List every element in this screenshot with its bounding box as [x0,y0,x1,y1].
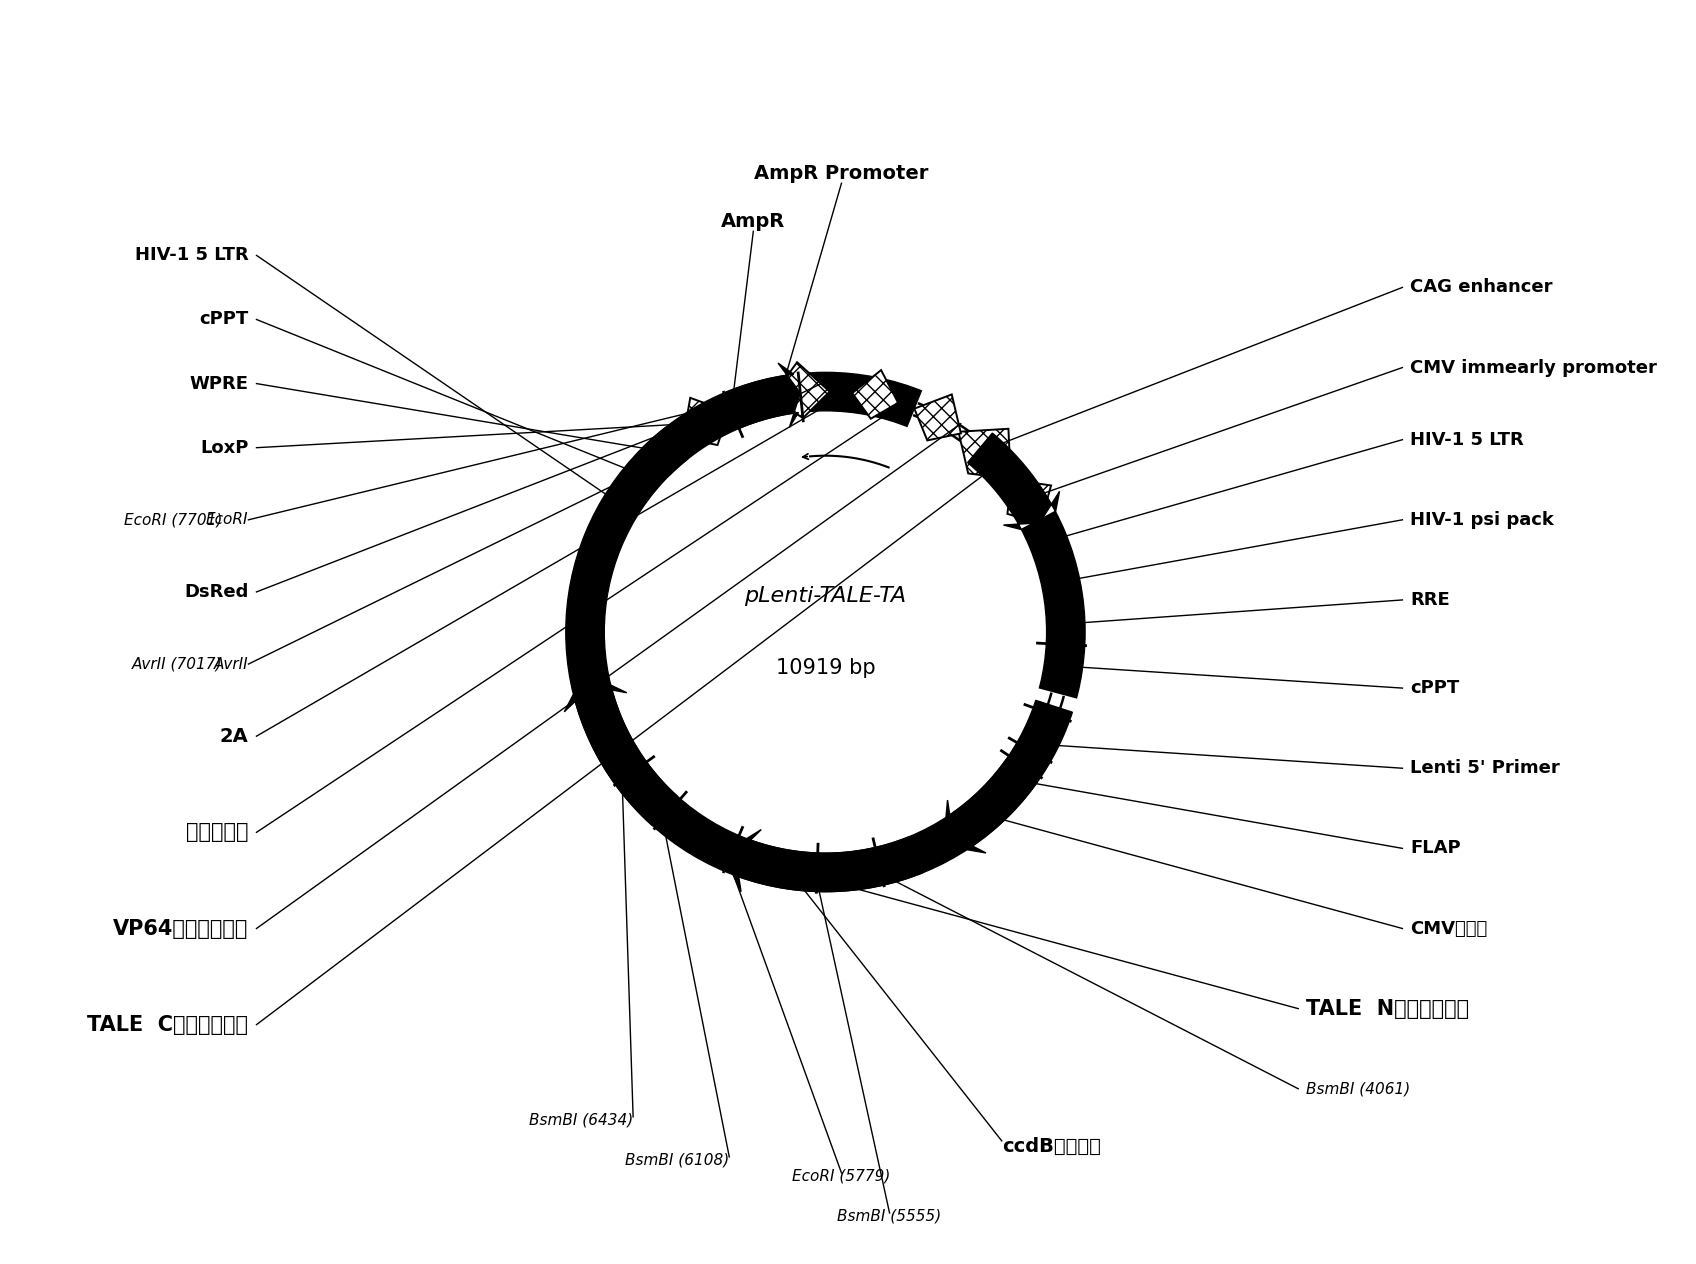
Text: ccdB自杀基因: ccdB自杀基因 [1002,1136,1101,1155]
Text: TALE  N端非重复序列: TALE N端非重复序列 [1306,999,1469,1019]
Text: 入核信号肽: 入核信号肽 [187,823,249,842]
Polygon shape [958,428,1011,479]
Text: AmpR Promoter: AmpR Promoter [755,164,929,183]
Text: HIV-1 psi pack: HIV-1 psi pack [1411,511,1554,528]
Text: LoxP: LoxP [200,439,249,456]
Polygon shape [968,434,1060,530]
Text: EcoRI: EcoRI [205,512,249,527]
Text: 2A: 2A [220,727,249,746]
Text: cPPT: cPPT [198,311,249,329]
Text: BsmBI (5555): BsmBI (5555) [838,1208,941,1224]
Text: BsmBI (6108): BsmBI (6108) [626,1153,729,1168]
Text: VP64转录激活蛋白: VP64转录激活蛋白 [114,919,249,938]
Text: EcoRI (5779): EcoRI (5779) [792,1169,890,1184]
Circle shape [546,353,1104,911]
Text: AvrII: AvrII [214,656,249,671]
Text: HIV-1 5 LTR: HIV-1 5 LTR [134,246,249,264]
Polygon shape [733,829,923,891]
Text: 10919 bp: 10919 bp [775,659,875,678]
Text: DsRed: DsRed [185,583,249,600]
Text: AvrII (7017): AvrII (7017) [132,656,222,671]
Text: pLenti-TALE-TA: pLenti-TALE-TA [745,586,906,605]
Polygon shape [946,700,1072,853]
Polygon shape [565,685,677,825]
Polygon shape [641,363,801,475]
Text: Lenti 5' Primer: Lenti 5' Primer [1411,760,1560,777]
Text: FLAP: FLAP [1411,839,1460,857]
Text: CAG enhancer: CAG enhancer [1411,278,1554,297]
Text: cPPT: cPPT [1411,679,1460,696]
Polygon shape [772,363,829,418]
Text: CMV immearly promoter: CMV immearly promoter [1411,359,1657,377]
Polygon shape [914,394,962,440]
Wedge shape [907,388,1058,530]
Text: BsmBI (4061): BsmBI (4061) [1306,1081,1411,1096]
Text: TALE  C端非重复序列: TALE C端非重复序列 [88,1015,249,1035]
Polygon shape [851,370,899,418]
Polygon shape [683,398,729,445]
Polygon shape [1007,480,1052,525]
Text: AmpR: AmpR [721,212,785,231]
Text: WPRE: WPRE [190,374,249,393]
Wedge shape [566,373,1085,891]
Text: BsmBI (6434): BsmBI (6434) [529,1112,633,1127]
Text: CMV启动子: CMV启动子 [1411,919,1487,938]
Wedge shape [663,389,741,461]
Text: EcoRI (7701): EcoRI (7701) [124,512,222,527]
Text: HIV-1 5 LTR: HIV-1 5 LTR [1411,431,1525,449]
Text: RRE: RRE [1411,592,1450,609]
Wedge shape [1004,688,1080,784]
